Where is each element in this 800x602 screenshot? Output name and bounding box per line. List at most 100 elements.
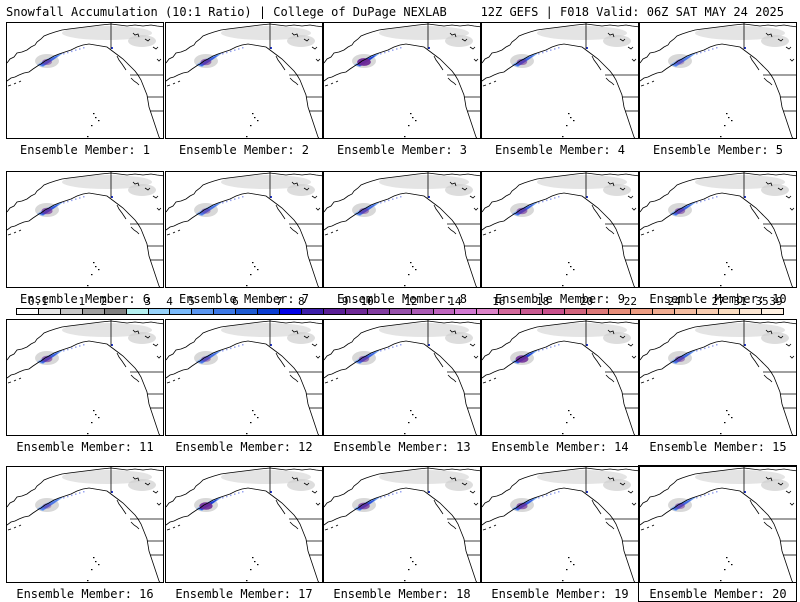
ensemble-panel[interactable]: Ensemble Member: 20 <box>638 465 797 602</box>
colorbar-tick-label: 5 <box>188 295 195 308</box>
member-caption: Ensemble Member: 8 <box>336 292 468 306</box>
colorbar-tick-label: 2 <box>100 295 108 308</box>
colorbar-tick-label: 6 <box>232 295 239 308</box>
colorbar-swatch <box>696 309 719 314</box>
colorbar-swatch <box>214 309 237 314</box>
colorbar-swatch <box>323 309 346 314</box>
snowfall-map <box>6 319 164 436</box>
member-caption: Ensemble Member: 16 <box>16 587 154 601</box>
member-caption: Ensemble Member: 13 <box>333 440 471 454</box>
member-caption: Ensemble Member: 3 <box>336 143 468 157</box>
colorbar-swatch <box>192 309 215 314</box>
ensemble-panel[interactable]: Ensemble Member: 12 <box>165 319 323 454</box>
colorbar-tick-label: 18 <box>536 295 550 308</box>
snowfall-map <box>6 22 164 139</box>
ensemble-panel[interactable]: Ensemble Member: 18 <box>323 466 481 601</box>
colorbar-tick-label: 12 <box>404 295 418 308</box>
ensemble-panel[interactable]: Ensemble Member: 9 <box>481 171 639 306</box>
member-caption: Ensemble Member: 17 <box>175 587 313 601</box>
colorbar-tick-label: 8 <box>297 295 305 308</box>
member-caption: Ensemble Member: 19 <box>491 587 629 601</box>
ensemble-panel[interactable]: Ensemble Member: 10 <box>639 171 797 306</box>
snowfall-map <box>481 22 639 139</box>
colorbar-swatch <box>345 309 368 314</box>
ensemble-panel[interactable]: Ensemble Member: 4 <box>481 22 639 157</box>
snowfall-map <box>165 319 323 436</box>
colorbar-swatch <box>258 309 281 314</box>
snowfall-map <box>639 466 797 583</box>
colorbar-swatch <box>630 309 653 314</box>
member-caption: Ensemble Member: 4 <box>494 143 626 157</box>
ensemble-panel[interactable]: Ensemble Member: 3 <box>323 22 481 157</box>
snowfall-map <box>639 171 797 288</box>
ensemble-panel[interactable]: Ensemble Member: 6 <box>6 171 164 306</box>
colorbar-swatch <box>718 309 741 314</box>
colorbar-swatch <box>674 309 697 314</box>
colorbar-swatch <box>104 309 127 314</box>
member-caption: Ensemble Member: 11 <box>16 440 154 454</box>
colorbar-tick-label: 24 <box>667 295 681 308</box>
snowfall-map <box>481 319 639 436</box>
colorbar-swatch <box>521 309 544 314</box>
colorbar-swatch <box>126 309 149 314</box>
snowfall-map <box>165 22 323 139</box>
member-caption: Ensemble Member: 1 <box>19 143 151 157</box>
colorbar-tick-label: 4 <box>166 295 173 308</box>
colorbar-labels: 0.1 1 2 3 4 5 6 7 8 9 10 12 14 16 18 20 22 24 27 31 35 39 <box>16 296 784 308</box>
colorbar-tick-label: 3 <box>144 295 151 308</box>
ensemble-panel[interactable]: Ensemble Member: 16 <box>6 466 164 601</box>
ensemble-panel[interactable]: Ensemble Member: 5 <box>639 22 797 157</box>
snowfall-map <box>639 22 797 139</box>
colorbar-swatch <box>477 309 500 314</box>
colorbar-swatch <box>433 309 456 314</box>
member-caption: Ensemble Member: 2 <box>178 143 310 157</box>
colorbar-tick-label: 0.1 <box>28 295 48 308</box>
snowfall-map <box>323 466 481 583</box>
ensemble-panel[interactable]: Ensemble Member: 2 <box>165 22 323 157</box>
snowfall-map <box>6 171 164 288</box>
colorbar-tick-label: 35 <box>755 295 769 308</box>
colorbar-swatch <box>17 309 39 314</box>
ensemble-panel[interactable]: Ensemble Member: 15 <box>639 319 797 454</box>
ensemble-panel[interactable]: Ensemble Member: 14 <box>481 319 639 454</box>
snowfall-map <box>481 171 639 288</box>
colorbar-tick-label: 16 <box>492 295 506 308</box>
colorbar-swatch <box>367 309 390 314</box>
snowfall-map <box>639 319 797 436</box>
snowfall-map <box>323 22 481 139</box>
colorbar-tick-label: 14 <box>448 295 462 308</box>
ensemble-panel[interactable]: Ensemble Member: 8 <box>323 171 481 306</box>
member-caption: Ensemble Member: 7 <box>178 292 310 306</box>
snowfall-colorbar: 0.1 1 2 3 4 5 6 7 8 9 10 12 14 16 18 20 22 24 27 31 35 39 <box>16 296 784 318</box>
ensemble-panel[interactable]: Ensemble Member: 19 <box>481 466 639 601</box>
colorbar-swatch <box>236 309 259 314</box>
colorbar-tick-label: 1 <box>78 295 86 308</box>
snowfall-map <box>165 171 323 288</box>
colorbar-swatch <box>565 309 587 314</box>
snowfall-map <box>323 171 481 288</box>
member-caption: Ensemble Member: 10 <box>649 292 787 306</box>
colorbar-swatch <box>455 309 478 314</box>
ensemble-panel[interactable]: Ensemble Member: 17 <box>165 466 323 601</box>
member-caption: Ensemble Member: 18 <box>333 587 471 601</box>
colorbar-tick-label: 20 <box>579 295 594 308</box>
ensemble-panel[interactable]: Ensemble Member: 13 <box>323 319 481 454</box>
colorbar-swatch <box>280 309 302 314</box>
snowfall-map <box>6 466 164 583</box>
colorbar-swatch <box>499 309 522 314</box>
ensemble-panel[interactable]: Ensemble Member: 7 <box>165 171 323 306</box>
ensemble-panel[interactable]: Ensemble Member: 1 <box>6 22 164 157</box>
member-caption: Ensemble Member: 5 <box>652 143 784 157</box>
colorbar-tick-label: 9 <box>341 295 349 308</box>
ensemble-panel[interactable]: Ensemble Member: 11 <box>6 319 164 454</box>
colorbar-swatch <box>652 309 675 314</box>
snowfall-map <box>165 466 323 583</box>
colorbar-tick-label: 7 <box>276 295 283 308</box>
colorbar-tick-label: 22 <box>623 295 638 308</box>
member-caption: Ensemble Member: 20 <box>649 587 787 601</box>
colorbar-tick-label: 27 <box>711 295 725 308</box>
colorbar-swatch <box>60 309 83 314</box>
run-info: 12Z GEFS | F018 Valid: 06Z SAT MAY 24 20… <box>480 5 784 19</box>
colorbar-swatch <box>82 309 105 314</box>
member-caption: Ensemble Member: 9 <box>494 292 626 306</box>
